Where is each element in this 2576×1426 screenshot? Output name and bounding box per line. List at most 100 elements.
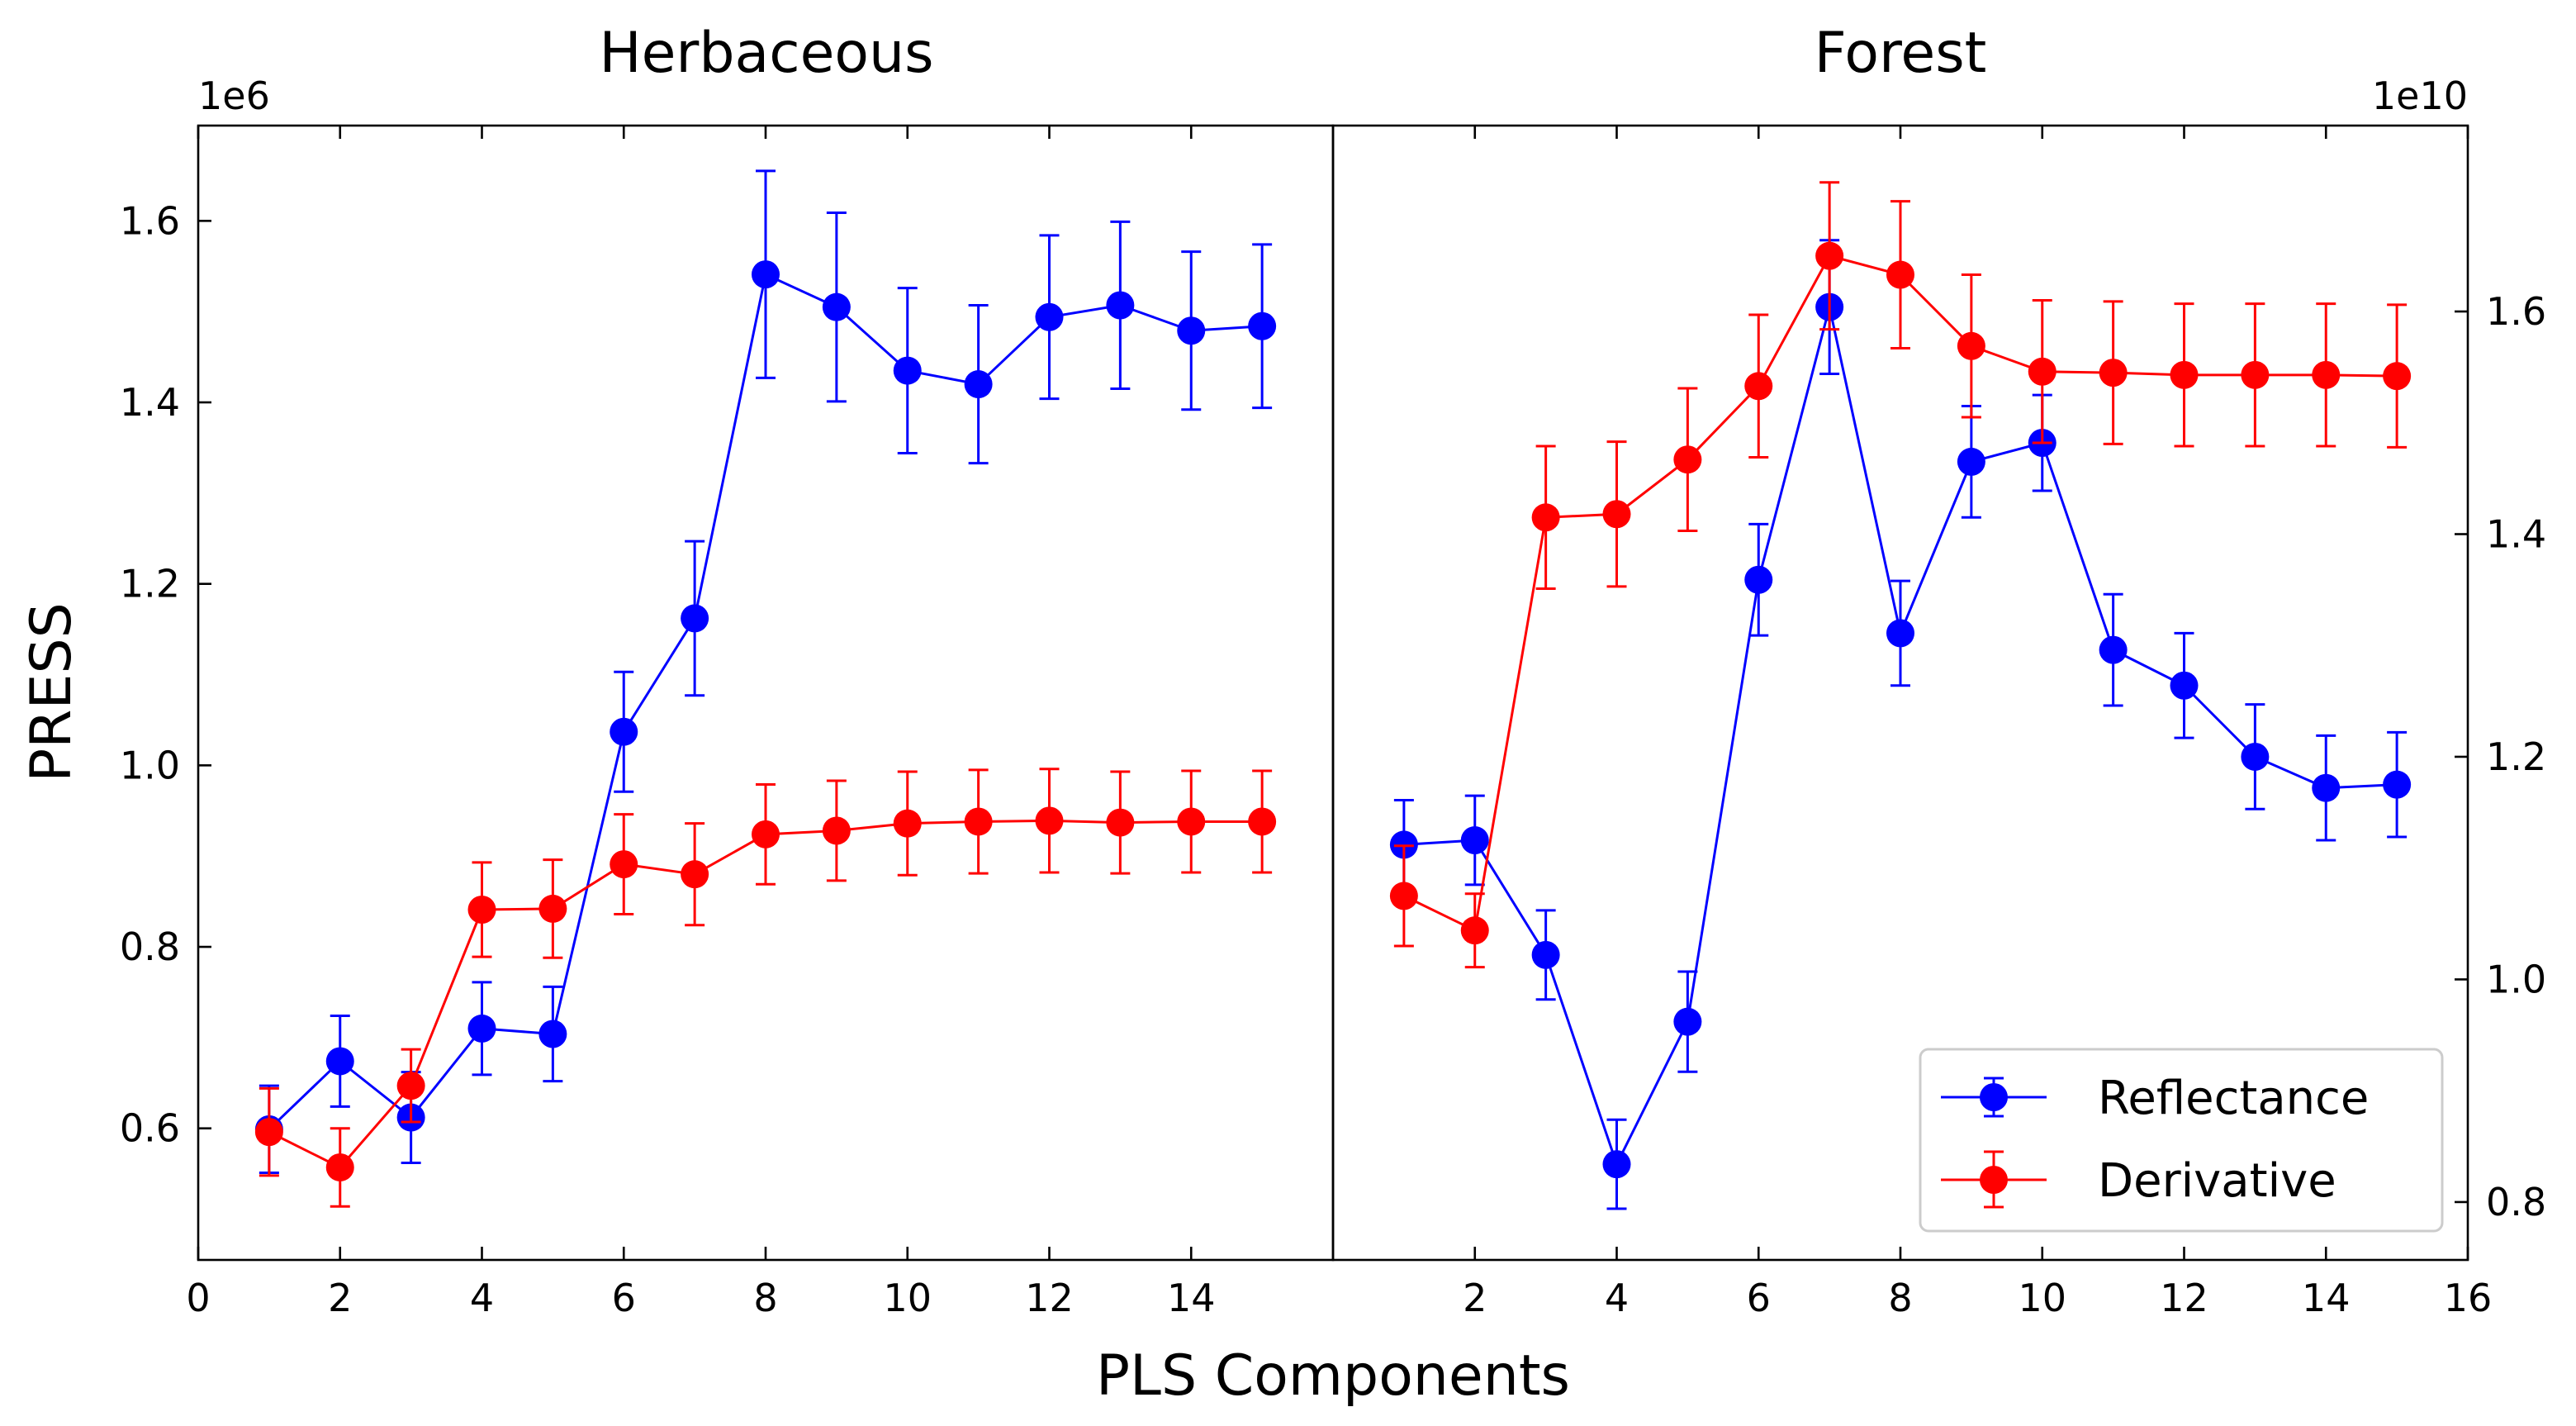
herbaceous-reflectance-point — [325, 1047, 354, 1076]
forest-x-tick-label: 2 — [1463, 1276, 1487, 1320]
forest-derivative-point — [1886, 260, 1914, 289]
herbaceous-derivative-point — [964, 807, 993, 836]
forest-derivative-point — [1744, 372, 1773, 401]
forest-derivative-point — [1957, 331, 1985, 360]
forest-x-tick-label: 8 — [1888, 1276, 1912, 1320]
forest-derivative-point — [2241, 360, 2270, 389]
legend-reflectance-marker — [1980, 1083, 2008, 1111]
forest-derivative-point — [2028, 357, 2057, 386]
herbaceous-reflectance-point — [752, 260, 780, 289]
herbaceous-derivative-point — [1177, 807, 1206, 836]
forest-panel: Forest 1e10 2 4 6 8 10 12 14 16 0.8 1.0 1.2 1.4 1.6 — [1331, 21, 2546, 1320]
herbaceous-reflectance-point — [610, 717, 638, 746]
forest-x-tick-label: 4 — [1605, 1276, 1629, 1320]
herbaceous-reflectance-point — [964, 370, 993, 399]
herbaceous-y-tick-label: 1.4 — [120, 380, 180, 425]
herbaceous-y-scale-label: 1e6 — [198, 74, 270, 118]
herbaceous-reflectance-point — [1106, 291, 1135, 320]
forest-y-tick-label: 1.2 — [2486, 734, 2546, 779]
herbaceous-title: Herbaceous — [599, 21, 933, 86]
herbaceous-y-tick-label: 1.2 — [120, 562, 180, 606]
herbaceous-reflectance-point — [1248, 311, 1277, 340]
forest-x-tick-label: 6 — [1747, 1276, 1771, 1320]
forest-derivative-point — [2312, 360, 2341, 389]
herbaceous-x-tick-label: 2 — [328, 1276, 352, 1320]
herbaceous-x-tick-label: 8 — [753, 1276, 777, 1320]
forest-ticks: 2 4 6 8 10 12 14 16 0.8 1.0 1.2 1.4 1.6 — [1463, 126, 2546, 1320]
forest-derivative-point — [1815, 241, 1844, 270]
forest-reflectance-point — [1673, 1007, 1702, 1036]
herbaceous-derivative-point — [254, 1118, 283, 1147]
herbaceous-derivative-point — [467, 896, 496, 925]
forest-reflectance-point — [2170, 671, 2199, 700]
herbaceous-derivative-point — [1035, 806, 1064, 835]
herbaceous-x-tick-label: 12 — [1025, 1276, 1074, 1320]
herbaceous-x-tick-label: 14 — [1167, 1276, 1216, 1320]
forest-y-tick-label: 1.6 — [2486, 289, 2546, 334]
herbaceous-derivative-point — [1106, 808, 1135, 837]
herbaceous-panel: Herbaceous 1e6 0 2 4 6 8 10 12 14 0.6 0.8 1.0 1.2 1.… — [120, 21, 1335, 1320]
forest-x-tick-label: 10 — [2018, 1276, 2066, 1320]
herbaceous-reflectance-point — [681, 604, 709, 633]
herbaceous-derivative-point — [538, 894, 567, 923]
herbaceous-x-tick-label: 10 — [883, 1276, 932, 1320]
forest-reflectance-point — [1744, 565, 1773, 594]
forest-y-tick-label: 1.0 — [2486, 957, 2546, 1001]
legend-entry-derivative: Derivative — [1941, 1150, 2336, 1209]
herbaceous-y-tick-label: 0.6 — [120, 1106, 180, 1151]
forest-reflectance-point — [2312, 773, 2341, 802]
herbaceous-reflectance-point — [467, 1014, 496, 1043]
herbaceous-x-tick-label: 6 — [612, 1276, 636, 1320]
herbaceous-derivative-point — [752, 820, 780, 848]
herbaceous-reflectance-point — [893, 356, 922, 385]
forest-x-tick-label: 14 — [2302, 1276, 2351, 1320]
herbaceous-reflectance-point — [1177, 316, 1206, 345]
herbaceous-derivative-point — [610, 850, 638, 879]
x-axis-title: PLS Components — [1096, 1343, 1570, 1409]
legend-derivative-label: Derivative — [2098, 1154, 2336, 1208]
forest-reflectance-point — [2241, 742, 2270, 771]
forest-derivative-point — [1531, 503, 1560, 532]
herbaceous-derivative-point — [822, 816, 851, 845]
herbaceous-reflectance-point — [1035, 302, 1064, 331]
forest-x-tick-label: 12 — [2160, 1276, 2208, 1320]
forest-derivative-point — [1460, 916, 1489, 945]
forest-reflectance-point — [1602, 1150, 1631, 1179]
forest-reflectance-point — [1957, 447, 1985, 476]
forest-derivative-point — [1602, 500, 1631, 529]
legend: Reflectance Derivative — [1919, 1048, 2444, 1233]
forest-reflectance-point — [1886, 619, 1914, 648]
forest-reflectance-point — [1531, 940, 1560, 969]
legend-box — [1919, 1048, 2444, 1233]
herbaceous-x-tick-label: 0 — [186, 1276, 210, 1320]
herbaceous-reflectance-point — [822, 292, 851, 321]
herbaceous-ticks: 0 2 4 6 8 10 12 14 0.6 0.8 1.0 1.2 1.4 1.6 — [120, 126, 1216, 1320]
legend-entry-reflectance: Reflectance — [1941, 1072, 2369, 1125]
forest-reflectance-point — [2099, 635, 2128, 664]
herbaceous-x-tick-label: 4 — [470, 1276, 494, 1320]
forest-derivative-point — [1389, 882, 1418, 910]
herbaceous-reflectance-point — [538, 1020, 567, 1048]
forest-reflectance-point — [2383, 770, 2412, 799]
herbaceous-y-tick-label: 1.6 — [120, 198, 180, 243]
herbaceous-derivative-point — [681, 860, 709, 889]
forest-reflectance-point — [1460, 826, 1489, 855]
herbaceous-marks — [254, 169, 1277, 1208]
herbaceous-derivative-point — [1248, 807, 1277, 836]
forest-y-tick-label: 1.4 — [2486, 511, 2546, 556]
herbaceous-derivative-point — [325, 1153, 354, 1181]
legend-derivative-marker — [1980, 1166, 2008, 1194]
forest-derivative-point — [2099, 359, 2128, 387]
forest-derivative-point — [1673, 445, 1702, 474]
forest-derivative-point — [2170, 360, 2199, 389]
forest-y-tick-label: 0.8 — [2486, 1180, 2546, 1224]
forest-x-tick-label: 16 — [2444, 1276, 2493, 1320]
herbaceous-y-tick-label: 1.0 — [120, 743, 180, 787]
herbaceous-derivative-point — [893, 809, 922, 838]
forest-marks — [1389, 181, 2412, 1210]
forest-derivative-point — [2383, 362, 2412, 391]
y-axis-title: PRESS — [19, 602, 84, 782]
legend-reflectance-label: Reflectance — [2098, 1072, 2369, 1125]
forest-y-scale-label: 1e10 — [2372, 74, 2468, 118]
